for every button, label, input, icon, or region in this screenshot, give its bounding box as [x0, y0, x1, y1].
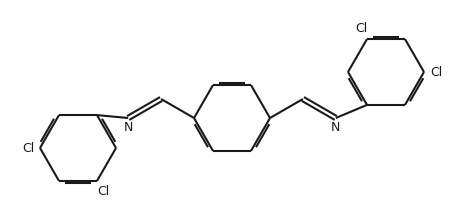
Text: Cl: Cl — [97, 185, 109, 198]
Text: N: N — [123, 121, 132, 134]
Text: Cl: Cl — [354, 22, 366, 35]
Text: Cl: Cl — [429, 65, 441, 78]
Text: Cl: Cl — [22, 142, 34, 155]
Text: N: N — [331, 121, 340, 134]
